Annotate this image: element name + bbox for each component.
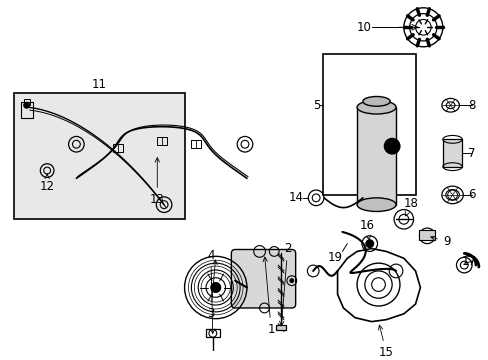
Bar bbox=[419, 230, 434, 240]
Text: 19: 19 bbox=[327, 251, 342, 265]
Circle shape bbox=[365, 240, 373, 248]
Bar bbox=[113, 144, 123, 152]
Text: 5: 5 bbox=[312, 99, 319, 112]
Bar bbox=[322, 54, 415, 195]
Text: 2: 2 bbox=[279, 242, 291, 326]
Text: 8: 8 bbox=[468, 99, 475, 112]
Text: 13: 13 bbox=[149, 158, 164, 206]
Text: 15: 15 bbox=[378, 325, 393, 359]
Circle shape bbox=[384, 138, 399, 154]
Text: 7: 7 bbox=[468, 147, 475, 159]
Circle shape bbox=[24, 102, 30, 108]
Text: 17: 17 bbox=[461, 255, 476, 268]
Text: 16: 16 bbox=[359, 219, 373, 240]
Text: 10: 10 bbox=[356, 21, 371, 34]
Bar bbox=[205, 329, 219, 337]
Text: 12: 12 bbox=[40, 174, 55, 193]
Text: 1: 1 bbox=[263, 257, 274, 336]
Text: 4: 4 bbox=[207, 248, 214, 333]
Ellipse shape bbox=[356, 198, 395, 211]
Bar bbox=[157, 138, 167, 145]
Bar bbox=[24, 99, 30, 105]
Bar bbox=[21, 102, 33, 118]
Circle shape bbox=[289, 279, 293, 283]
Text: 11: 11 bbox=[91, 78, 106, 91]
Ellipse shape bbox=[356, 100, 395, 114]
Text: 6: 6 bbox=[468, 188, 475, 201]
Text: 3: 3 bbox=[207, 260, 217, 320]
Circle shape bbox=[210, 283, 220, 292]
Bar bbox=[276, 324, 285, 330]
Ellipse shape bbox=[362, 96, 389, 106]
Bar bbox=[356, 107, 395, 205]
Bar bbox=[14, 93, 184, 219]
Bar bbox=[191, 140, 201, 148]
Text: 14: 14 bbox=[288, 192, 303, 204]
Text: 18: 18 bbox=[403, 197, 418, 216]
FancyBboxPatch shape bbox=[231, 249, 295, 308]
Text: 9: 9 bbox=[430, 235, 449, 248]
Bar bbox=[442, 139, 461, 167]
